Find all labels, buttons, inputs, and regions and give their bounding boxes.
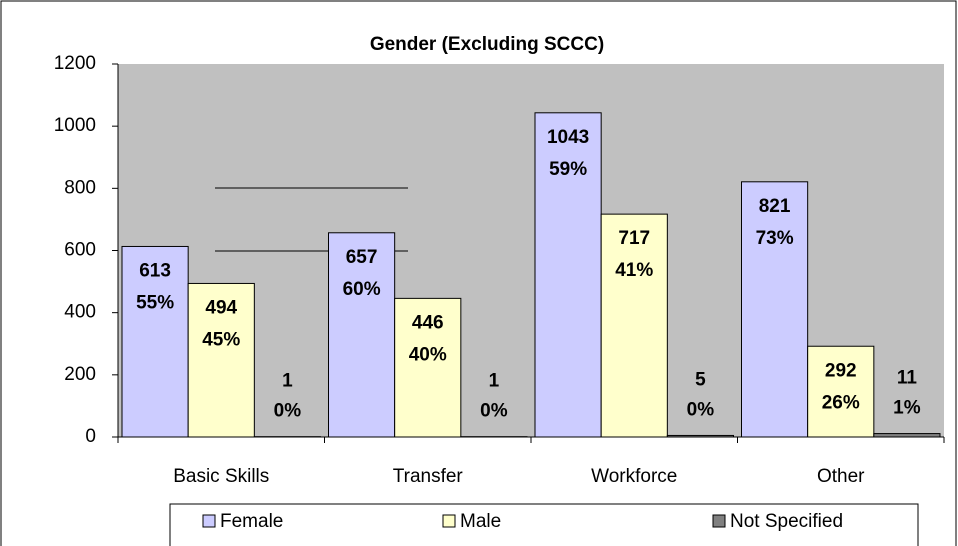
share-label: 60% — [343, 279, 381, 300]
share-label: 26% — [822, 392, 860, 413]
chart-title: Gender (Excluding SCCC) — [370, 34, 604, 55]
y-tick-label: 1200 — [54, 53, 96, 74]
x-tick-label: Basic Skills — [173, 466, 269, 487]
y-tick-label: 400 — [64, 302, 96, 323]
data-label: 446 — [412, 312, 444, 333]
y-tick-label: 200 — [64, 364, 96, 385]
share-label: 55% — [136, 292, 174, 313]
y-tick-label: 800 — [64, 177, 96, 198]
y-tick-label: 1000 — [54, 115, 96, 136]
bar — [807, 345, 875, 438]
data-label: 494 — [205, 297, 237, 318]
bar — [741, 181, 809, 438]
x-tick-label: Transfer — [393, 466, 464, 487]
share-label: 59% — [549, 159, 587, 180]
data-label: 292 — [825, 360, 857, 381]
bar — [121, 245, 189, 438]
x-tick-label: Workforce — [591, 466, 677, 487]
x-tick-label: Other — [817, 466, 865, 487]
data-label: 717 — [618, 228, 650, 249]
legend-swatch — [712, 514, 726, 528]
share-label: 73% — [756, 228, 794, 249]
share-label: 0% — [687, 399, 715, 420]
y-tick-label: 600 — [64, 240, 96, 261]
legend-label: Female — [220, 511, 283, 532]
data-label: 5 — [695, 369, 706, 390]
data-label: 821 — [759, 196, 791, 217]
legend-label: Male — [460, 511, 501, 532]
share-label: 40% — [409, 344, 447, 365]
share-label: 45% — [202, 329, 240, 350]
bar — [534, 112, 602, 438]
bar — [394, 297, 462, 438]
share-label: 41% — [615, 260, 653, 281]
data-label: 613 — [139, 260, 171, 281]
legend-swatch — [442, 514, 456, 528]
data-label: 657 — [346, 247, 378, 268]
data-label: 1 — [489, 371, 500, 392]
share-label: 0% — [480, 401, 508, 422]
y-tick-label: 0 — [85, 426, 96, 447]
data-label: 1043 — [547, 127, 589, 148]
share-label: 1% — [893, 398, 921, 419]
data-label: 1 — [282, 371, 293, 392]
data-label: 11 — [897, 368, 918, 389]
share-label: 0% — [274, 401, 302, 422]
bar — [873, 433, 941, 438]
legend-label: Not Specified — [730, 511, 843, 532]
legend — [169, 503, 919, 546]
legend-swatch — [202, 514, 216, 528]
bar — [600, 213, 668, 438]
